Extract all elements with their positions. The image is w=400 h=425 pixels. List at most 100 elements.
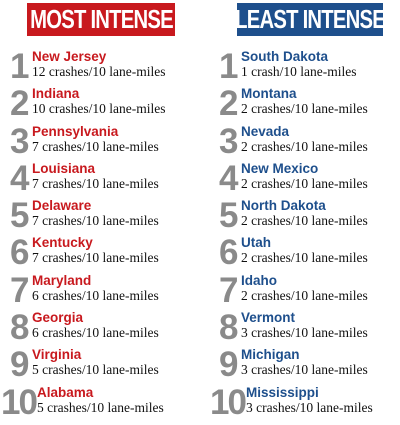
rank-number: 7	[10, 270, 30, 310]
rank-number: 3	[10, 121, 30, 161]
state-name: Alabama	[37, 384, 94, 400]
state-name: Mississippi	[246, 384, 319, 400]
rank-text: New Jersey 12 crashes/10 lane-miles	[32, 49, 165, 79]
state-name: Maryland	[32, 272, 92, 288]
least-intense-list: 1 South Dakota 1 crash/10 lane-miles 2 M…	[209, 47, 400, 420]
rank-text: Alabama 5 crashes/10 lane-miles	[37, 385, 164, 415]
rank-number: 4	[219, 158, 239, 198]
crash-stat: 7 crashes/10 lane-miles	[32, 175, 159, 191]
rank-number: 10	[210, 382, 247, 422]
state-name: Delaware	[32, 198, 92, 214]
rank-text: North Dakota 2 crashes/10 lane-miles	[241, 198, 368, 228]
state-name: Indiana	[32, 86, 80, 102]
rank-number: 1	[10, 47, 30, 86]
state-name: Kentucky	[32, 235, 93, 251]
crash-stat: 5 crashes/10 lane-miles	[37, 399, 164, 415]
rank-number: 10	[1, 382, 38, 422]
rank-number: 4	[10, 158, 30, 198]
rank-number: 7	[219, 270, 239, 310]
list-item: 7 Idaho 2 crashes/10 lane-miles	[209, 271, 400, 308]
rank-text: South Dakota 1 crash/10 lane-miles	[241, 49, 356, 79]
crash-stat: 10 crashes/10 lane-miles	[32, 101, 166, 117]
list-item: 1 New Jersey 12 crashes/10 lane-miles	[0, 47, 200, 84]
rank-number: 6	[10, 233, 30, 273]
crash-stat: 2 crashes/10 lane-miles	[241, 101, 368, 117]
state-name: Utah	[241, 235, 271, 251]
state-name: Louisiana	[32, 160, 96, 176]
crash-stat: 2 crashes/10 lane-miles	[241, 287, 368, 303]
rank-text: Virginia 5 crashes/10 lane-miles	[32, 347, 159, 377]
crash-stat: 2 crashes/10 lane-miles	[241, 175, 368, 191]
state-name: Virginia	[32, 347, 82, 363]
list-item: 1 South Dakota 1 crash/10 lane-miles	[209, 47, 400, 84]
most-intense-banner: MOST INTENSE	[27, 3, 175, 36]
crash-stat: 5 crashes/10 lane-miles	[32, 362, 159, 378]
state-name: South Dakota	[241, 49, 329, 64]
crash-stat: 7 crashes/10 lane-miles	[32, 250, 159, 266]
rank-text: Nevada 2 crashes/10 lane-miles	[241, 124, 368, 154]
crash-stat: 12 crashes/10 lane-miles	[32, 64, 166, 79]
rank-text: New Mexico 2 crashes/10 lane-miles	[241, 161, 368, 191]
list-item: 3 Pennsylvania 7 crashes/10 lane-miles	[0, 122, 200, 159]
state-name: Pennsylvania	[32, 123, 119, 139]
rank-text: Georgia 6 crashes/10 lane-miles	[32, 310, 159, 340]
rank-text: Vermont 3 crashes/10 lane-miles	[241, 310, 368, 340]
crash-stat: 2 crashes/10 lane-miles	[241, 138, 368, 154]
state-name: Idaho	[241, 272, 277, 288]
rank-number: 5	[219, 196, 239, 236]
list-item: 4 New Mexico 2 crashes/10 lane-miles	[209, 159, 400, 196]
rank-number: 1	[219, 47, 239, 86]
list-item: 6 Utah 2 crashes/10 lane-miles	[209, 233, 400, 270]
state-name: New Jersey	[32, 49, 107, 64]
list-item: 9 Virginia 5 crashes/10 lane-miles	[0, 345, 200, 382]
crash-stat: 3 crashes/10 lane-miles	[246, 399, 373, 415]
crash-stat: 2 crashes/10 lane-miles	[241, 213, 368, 229]
crash-stat: 2 crashes/10 lane-miles	[241, 250, 368, 266]
list-item: 7 Maryland 6 crashes/10 lane-miles	[0, 271, 200, 308]
list-item: 10 Mississippi 3 crashes/10 lane-miles	[209, 383, 400, 420]
least-intense-banner: LEAST INTENSE	[235, 3, 386, 36]
state-name: Montana	[241, 86, 297, 102]
rank-number: 9	[10, 345, 30, 385]
state-name: Michigan	[241, 347, 300, 363]
list-item: 5 Delaware 7 crashes/10 lane-miles	[0, 196, 200, 233]
list-item: 3 Nevada 2 crashes/10 lane-miles	[209, 122, 400, 159]
rank-number: 9	[219, 345, 239, 385]
crash-stat: 6 crashes/10 lane-miles	[32, 325, 159, 341]
rank-number: 8	[10, 308, 30, 348]
crash-stat: 3 crashes/10 lane-miles	[241, 325, 368, 341]
rank-text: Louisiana 7 crashes/10 lane-miles	[32, 161, 159, 191]
list-item: 8 Vermont 3 crashes/10 lane-miles	[209, 308, 400, 345]
list-item: 9 Michigan 3 crashes/10 lane-miles	[209, 345, 400, 382]
list-item: 8 Georgia 6 crashes/10 lane-miles	[0, 308, 200, 345]
most-intense-list: 1 New Jersey 12 crashes/10 lane-miles 2 …	[0, 47, 200, 420]
crash-stat: 6 crashes/10 lane-miles	[32, 287, 159, 303]
state-name: Vermont	[241, 310, 296, 326]
rank-text: Michigan 3 crashes/10 lane-miles	[241, 347, 368, 377]
rank-text: Idaho 2 crashes/10 lane-miles	[241, 273, 368, 303]
rank-number: 6	[219, 233, 239, 273]
rank-number: 5	[10, 196, 30, 236]
list-item: 2 Indiana 10 crashes/10 lane-miles	[0, 84, 200, 121]
crash-stat: 1 crash/10 lane-miles	[241, 64, 357, 79]
state-name: Nevada	[241, 123, 290, 139]
rank-text: Mississippi 3 crashes/10 lane-miles	[246, 385, 373, 415]
rank-text: Maryland 6 crashes/10 lane-miles	[32, 273, 159, 303]
rank-text: Indiana 10 crashes/10 lane-miles	[32, 86, 165, 116]
state-name: Georgia	[32, 310, 84, 326]
rank-text: Delaware 7 crashes/10 lane-miles	[32, 198, 159, 228]
state-name: North Dakota	[241, 198, 326, 214]
list-item: 6 Kentucky 7 crashes/10 lane-miles	[0, 233, 200, 270]
rank-text: Utah 2 crashes/10 lane-miles	[241, 235, 368, 265]
list-item: 10 Alabama 5 crashes/10 lane-miles	[0, 383, 200, 420]
rank-text: Montana 2 crashes/10 lane-miles	[241, 86, 368, 116]
list-item: 2 Montana 2 crashes/10 lane-miles	[209, 84, 400, 121]
state-name: New Mexico	[241, 160, 319, 176]
rank-text: Pennsylvania 7 crashes/10 lane-miles	[32, 124, 159, 154]
rank-number: 8	[219, 308, 239, 348]
crash-stat: 7 crashes/10 lane-miles	[32, 213, 159, 229]
rank-number: 2	[10, 84, 30, 124]
list-item: 5 North Dakota 2 crashes/10 lane-miles	[209, 196, 400, 233]
crash-stat: 7 crashes/10 lane-miles	[32, 138, 159, 154]
crash-stat: 3 crashes/10 lane-miles	[241, 362, 368, 378]
